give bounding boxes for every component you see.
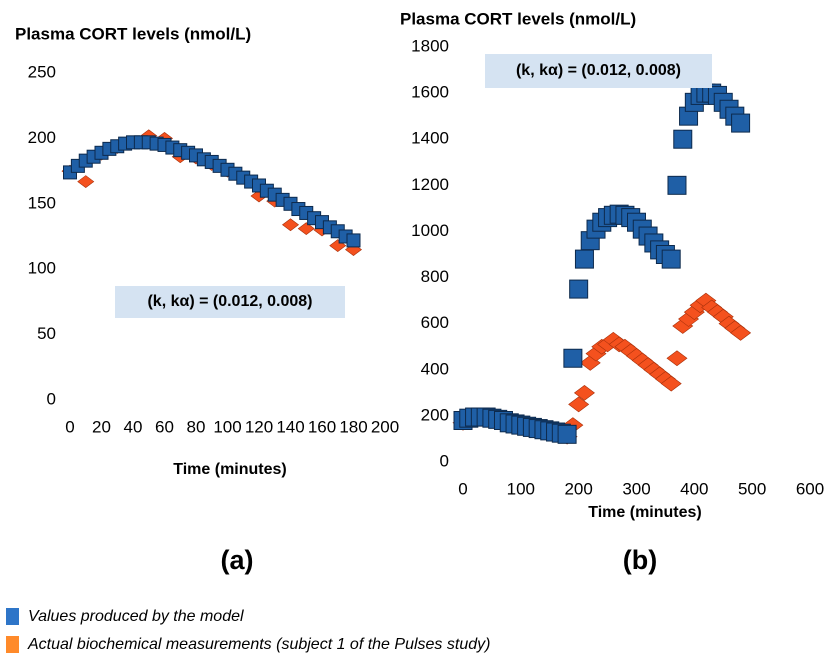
annotation-box <box>115 286 345 318</box>
x-tick-label: 200 <box>371 417 399 436</box>
x-tick-label: 600 <box>796 479 824 498</box>
x-tick-label: 20 <box>92 417 111 436</box>
panel-label: (b) <box>623 545 657 575</box>
x-tick-label: 120 <box>245 417 273 436</box>
model-point <box>563 348 583 368</box>
measurement-point <box>297 222 315 236</box>
x-tick-label: 100 <box>213 417 241 436</box>
model-point <box>667 175 687 195</box>
y-tick-label: 800 <box>421 267 449 286</box>
y-tick-label: 600 <box>421 313 449 332</box>
legend-label: Values produced by the model <box>28 608 244 625</box>
annotation: (k, kα) = (0.012, 0.008) <box>516 62 681 79</box>
chart-title: Plasma CORT levels (nmol/L) <box>400 9 636 28</box>
x-tick-label: 40 <box>124 417 143 436</box>
x-tick-label: 80 <box>187 417 206 436</box>
measurement-point <box>730 325 752 341</box>
model-point <box>574 249 594 269</box>
measurement-point <box>282 218 299 232</box>
model-point <box>346 233 361 248</box>
x-tick-label: 300 <box>622 479 650 498</box>
x-tick-label: 160 <box>308 417 336 436</box>
legend-label: Actual biochemical measurements (subject… <box>27 636 490 653</box>
y-tick-label: 1400 <box>411 129 449 148</box>
model-point <box>731 113 751 133</box>
y-tick-label: 1200 <box>411 175 449 194</box>
annotation-box <box>485 54 712 88</box>
measurement-point <box>666 350 688 367</box>
model-point <box>557 424 577 444</box>
y-tick-label: 100 <box>28 259 56 278</box>
y-tick-label: 1000 <box>411 221 449 240</box>
y-tick-label: 200 <box>28 128 56 147</box>
measurement-point <box>573 384 595 401</box>
x-tick-label: 60 <box>155 417 174 436</box>
model-point <box>661 249 681 269</box>
x-tick-label: 200 <box>564 479 592 498</box>
x-axis-label: Time (minutes) <box>173 461 287 478</box>
x-tick-label: 400 <box>680 479 708 498</box>
x-tick-label: 0 <box>65 417 74 436</box>
chart-title: Plasma CORT levels (nmol/L) <box>15 24 251 43</box>
annotation: (k, kα) = (0.012, 0.008) <box>147 293 312 310</box>
legend-swatch <box>6 636 19 653</box>
x-tick-label: 0 <box>458 479 467 498</box>
measurement-point <box>77 175 95 188</box>
x-tick-label: 500 <box>738 479 766 498</box>
model-point <box>569 279 589 299</box>
panel-label: (a) <box>221 545 254 575</box>
y-tick-label: 1800 <box>411 36 449 55</box>
legend-swatch <box>6 608 19 625</box>
measurement-point <box>568 396 590 413</box>
x-axis-label: Time (minutes) <box>588 504 702 521</box>
y-tick-label: 50 <box>37 324 56 343</box>
model-point <box>673 129 693 149</box>
y-tick-label: 200 <box>421 405 449 424</box>
x-tick-label: 140 <box>276 417 304 436</box>
y-tick-label: 1600 <box>411 83 449 102</box>
measurement-point <box>660 375 682 392</box>
y-tick-label: 250 <box>28 62 56 81</box>
x-tick-label: 100 <box>507 479 535 498</box>
y-tick-label: 400 <box>421 359 449 378</box>
y-tick-label: 0 <box>440 451 449 470</box>
y-tick-label: 150 <box>28 193 56 212</box>
y-tick-label: 0 <box>47 389 56 408</box>
x-tick-label: 180 <box>339 417 367 436</box>
